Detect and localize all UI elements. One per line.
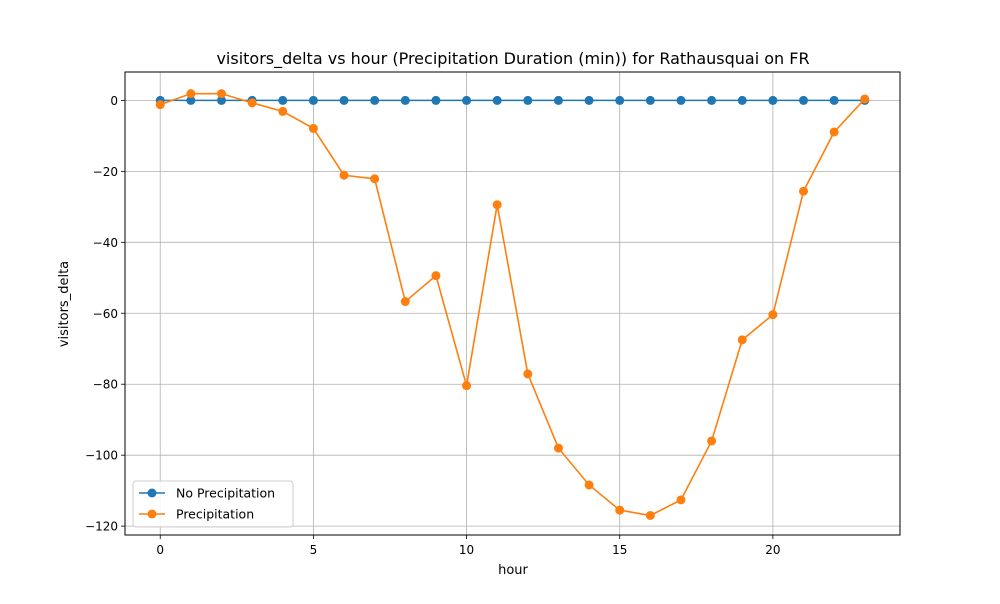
data-point-precipitation <box>829 127 839 137</box>
data-point-no-precipitation <box>278 95 288 105</box>
data-point-precipitation <box>799 186 809 196</box>
data-point-no-precipitation <box>584 95 594 105</box>
y-tick-label: 0 <box>110 94 118 108</box>
legend-label-no-precipitation: No Precipitation <box>176 486 275 501</box>
y-tick-label: −80 <box>93 378 118 392</box>
data-point-precipitation <box>400 297 410 307</box>
plot-frame <box>124 71 901 536</box>
x-tick-label: 20 <box>765 543 780 557</box>
data-point-precipitation <box>860 94 870 104</box>
data-point-no-precipitation <box>799 95 809 105</box>
data-point-no-precipitation <box>676 95 686 105</box>
data-point-precipitation <box>707 436 717 446</box>
legend-marker-precipitation <box>147 509 157 519</box>
x-tick-label: 0 <box>156 543 164 557</box>
data-point-precipitation <box>676 495 686 505</box>
data-point-precipitation <box>216 89 226 99</box>
data-point-no-precipitation <box>216 95 226 105</box>
data-point-no-precipitation <box>308 95 318 105</box>
data-point-precipitation <box>645 510 655 520</box>
y-tick-label: −40 <box>93 236 118 250</box>
data-point-no-precipitation <box>523 95 533 105</box>
data-point-precipitation <box>737 335 747 345</box>
data-point-precipitation <box>308 123 318 133</box>
legend-label-precipitation: Precipitation <box>176 507 254 522</box>
legend-marker-no-precipitation <box>147 488 157 498</box>
data-point-no-precipitation <box>829 95 839 105</box>
data-point-no-precipitation <box>768 95 778 105</box>
data-point-precipitation <box>247 98 257 108</box>
data-point-precipitation <box>553 443 563 453</box>
data-point-no-precipitation <box>553 95 563 105</box>
data-point-no-precipitation <box>370 95 380 105</box>
data-point-precipitation <box>370 174 380 184</box>
data-point-precipitation <box>615 505 625 515</box>
x-tick-label: 15 <box>612 543 627 557</box>
chart-title: visitors_delta vs hour (Precipitation Du… <box>216 49 809 69</box>
data-point-no-precipitation <box>186 95 196 105</box>
y-tick-label: −20 <box>93 165 118 179</box>
data-point-precipitation <box>462 381 472 391</box>
x-tick-label: 10 <box>459 543 474 557</box>
data-point-no-precipitation <box>339 95 349 105</box>
data-point-precipitation <box>584 480 594 490</box>
data-point-no-precipitation <box>707 95 717 105</box>
y-axis-label: visitors_delta <box>57 261 72 347</box>
axis-ticks: 0 5 10 15 20 0 −20 −40 −60 −80 −100 −120 <box>85 94 780 557</box>
data-point-no-precipitation <box>462 95 472 105</box>
series-line-precipitation <box>159 92 866 517</box>
x-tick-label: 5 <box>310 543 318 557</box>
data-point-no-precipitation <box>615 95 625 105</box>
data-point-no-precipitation <box>431 95 441 105</box>
x-axis-label: hour <box>498 563 528 578</box>
legend: No Precipitation Precipitation <box>132 480 294 528</box>
data-point-precipitation <box>186 89 196 99</box>
series-layer <box>155 89 870 520</box>
legend-box <box>132 480 294 528</box>
data-point-precipitation <box>339 170 349 180</box>
data-point-precipitation <box>768 310 778 320</box>
y-tick-label: −100 <box>85 449 118 463</box>
y-tick-label: −120 <box>85 520 118 534</box>
data-point-no-precipitation <box>492 95 502 105</box>
data-point-precipitation <box>431 271 441 281</box>
grid <box>125 72 900 535</box>
data-point-no-precipitation <box>645 95 655 105</box>
data-point-precipitation <box>155 100 165 110</box>
y-tick-label: −60 <box>93 307 118 321</box>
data-point-precipitation <box>492 200 502 210</box>
data-point-precipitation <box>278 106 288 116</box>
data-point-precipitation <box>523 369 533 379</box>
data-point-no-precipitation <box>400 95 410 105</box>
series-precipitation <box>155 89 870 520</box>
data-point-no-precipitation <box>737 95 747 105</box>
